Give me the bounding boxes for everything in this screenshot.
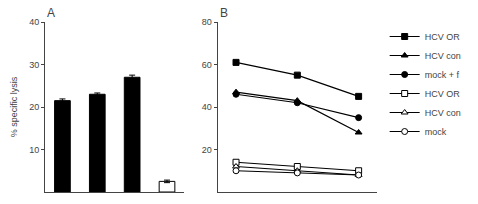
svg-text:HCV OR: HCV OR bbox=[425, 32, 461, 42]
svg-text:mock: mock bbox=[425, 127, 447, 137]
svg-text:mock + f: mock + f bbox=[425, 70, 460, 80]
svg-text:B: B bbox=[220, 6, 228, 20]
svg-text:HCV con: HCV con bbox=[425, 108, 461, 118]
svg-text:30: 30 bbox=[29, 60, 39, 70]
svg-text:20: 20 bbox=[202, 145, 212, 155]
svg-text:10: 10 bbox=[29, 145, 39, 155]
svg-text:40: 40 bbox=[202, 102, 212, 112]
svg-text:60: 60 bbox=[202, 60, 212, 70]
svg-text:20: 20 bbox=[29, 102, 39, 112]
svg-text:80: 80 bbox=[202, 17, 212, 27]
svg-text:HCV con: HCV con bbox=[425, 51, 461, 61]
svg-text:% specific lysis: % specific lysis bbox=[9, 76, 19, 137]
svg-text:40: 40 bbox=[29, 17, 39, 27]
svg-text:A: A bbox=[47, 6, 55, 20]
svg-text:HCV OR: HCV OR bbox=[425, 89, 461, 99]
